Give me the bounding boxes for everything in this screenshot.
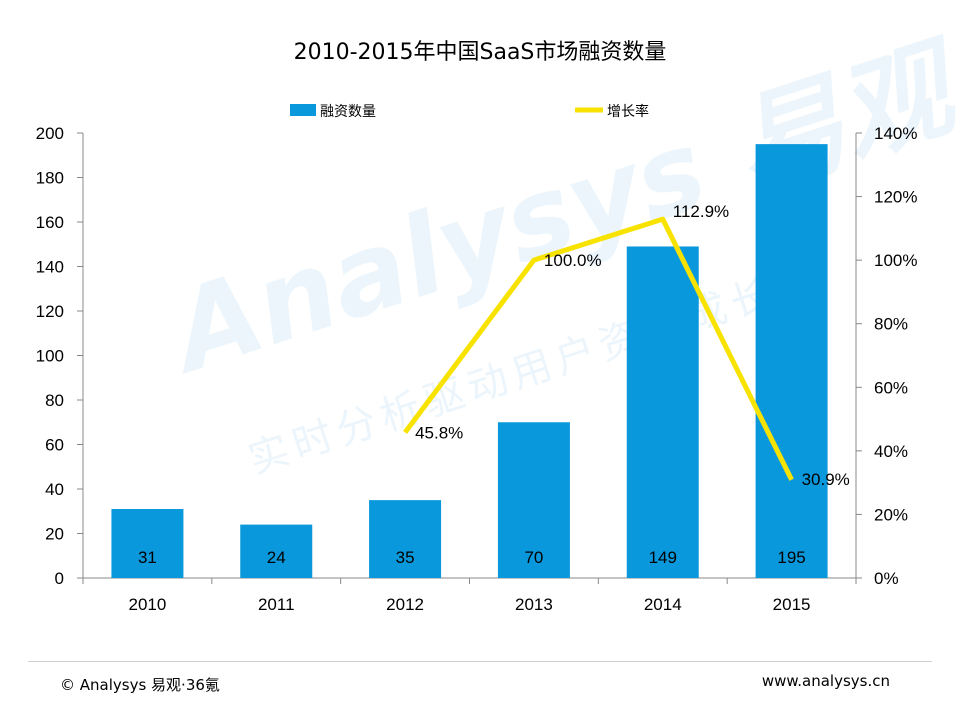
copyright-text: © Analysys 易观·36氪 [60,676,220,694]
right-tick-label: 0% [874,569,899,588]
left-tick-label: 200 [36,124,64,143]
legend-bar-swatch [290,104,316,116]
right-tick-label: 140% [874,124,917,143]
left-tick-label: 20 [45,525,64,544]
chart-svg: 0 20 40 60 80 100 120 140 160 180 200 0% 20% 40% 60% 80… [36,103,918,614]
x-tick-label: 2013 [515,595,553,614]
line-value-label: 100.0% [544,251,602,270]
website-link[interactable]: www.analysys.cn [761,672,890,690]
bar-value-label: 195 [777,548,805,567]
line-value-label: 45.8% [415,423,463,442]
chart-title: 2010-2015年中国SaaS市场融资数量 [293,40,667,65]
bar [111,509,184,578]
x-tick-label: 2014 [644,595,682,614]
left-tick-label: 0 [55,569,64,588]
right-tick-label: 20% [874,505,908,524]
growth-line [403,216,794,481]
bar [626,246,699,578]
left-tick-label: 180 [36,169,64,188]
x-tick-label: 2012 [386,595,424,614]
right-tick-label: 80% [874,315,908,334]
bar [369,500,442,578]
x-tick-label: 2011 [258,595,295,614]
bar [240,524,313,578]
left-tick-label: 80 [45,391,64,410]
legend-bar-label: 融资数量 [320,104,376,120]
bar-value-label: 35 [396,548,415,567]
bar-value-label: 31 [138,548,157,567]
right-tick-label: 100% [874,251,917,270]
bar [497,422,570,578]
left-tick-label: 100 [36,347,64,366]
left-tick-label: 40 [45,480,64,499]
line-value-label: 30.9% [802,470,850,489]
bar-value-label: 70 [524,548,543,567]
line-value-label: 112.9% [673,202,729,221]
x-tick-label: 2015 [773,595,811,614]
x-tick-label: 2010 [129,595,167,614]
footer-divider [28,661,932,662]
right-tick-label: 40% [874,442,908,461]
bar-value-label: 149 [649,548,677,567]
bar-value-label: 24 [267,548,286,567]
bar [755,144,828,578]
right-tick-label: 60% [874,378,908,397]
legend-line-label: 增长率 [607,103,649,120]
left-tick-label: 140 [36,258,64,277]
left-tick-label: 160 [36,213,64,232]
left-tick-label: 60 [45,436,64,455]
right-tick-label: 120% [874,188,917,207]
left-tick-label: 120 [36,302,64,321]
